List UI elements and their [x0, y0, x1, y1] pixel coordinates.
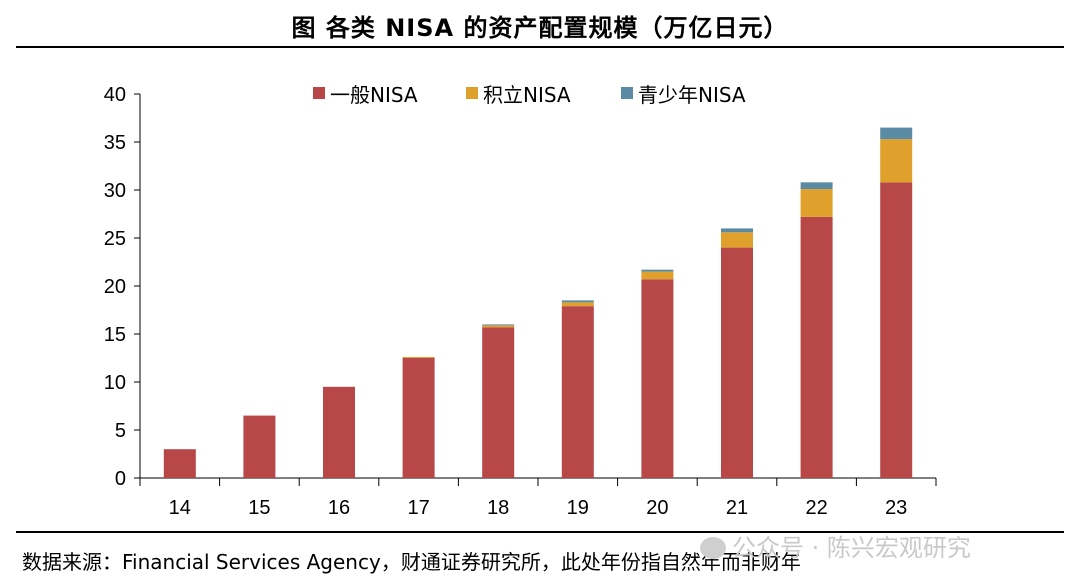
x-tick-label: 16 [328, 497, 350, 519]
bar-segment [800, 216, 833, 478]
y-tick-label: 30 [104, 180, 126, 202]
y-tick-label: 35 [104, 132, 126, 154]
bar-segment [641, 271, 674, 280]
x-tick-label: 23 [885, 497, 907, 519]
legend-swatch [621, 87, 633, 99]
legend-swatch [466, 87, 478, 99]
y-tick-label: 0 [115, 468, 126, 490]
bar-segment [721, 232, 753, 248]
bar-segment [482, 325, 515, 328]
watermark-text: 公众号 · 陈兴宏观研究 [732, 534, 971, 562]
bar-segment [721, 247, 753, 478]
x-tick-label: 14 [169, 497, 191, 519]
bar-segment [561, 302, 594, 307]
footer-rule [16, 531, 1064, 533]
bar-segment [641, 269, 674, 272]
x-tick-label: 21 [726, 497, 748, 519]
chart-title: 图 各类 NISA 的资产配置规模（万亿日元） [291, 14, 789, 42]
bar-segment [243, 415, 276, 478]
bar-segment [482, 324, 515, 326]
legend: 一般NISA 积立NISA 青少年NISA [313, 83, 746, 107]
bar-segment [880, 182, 913, 478]
y-tick-label: 20 [104, 276, 126, 298]
y-tick-label: 15 [104, 324, 126, 346]
watermark: 公众号 · 陈兴宏观研究 [700, 528, 971, 563]
bar-segment [402, 358, 435, 478]
bar-segment [641, 279, 674, 478]
bar-segment [561, 306, 594, 478]
y-tick-label: 10 [104, 372, 126, 394]
bar-segment [800, 182, 833, 190]
x-tick-label: 17 [407, 497, 429, 519]
title-rule [16, 46, 1064, 48]
legend-swatch [313, 87, 325, 99]
x-tick-label: 18 [487, 497, 509, 519]
source-note: 数据来源：Financial Services Agency，财通证券研究所，此… [22, 550, 801, 574]
y-tick-label: 5 [115, 420, 126, 442]
x-tick-label: 22 [805, 497, 827, 519]
y-tick-label: 25 [104, 228, 126, 250]
bar-segment [800, 189, 833, 217]
bar-segment [561, 300, 594, 303]
y-tick-label: 40 [104, 84, 126, 106]
x-tick-label: 20 [646, 497, 668, 519]
legend-label: 积立NISA [483, 83, 571, 107]
stacked-bar-chart: 0 5 10 15 20 25 30 35 40 14 15 16 17 18 19 20 21 22 23 一般N… [104, 83, 937, 519]
bar-segment [880, 139, 913, 183]
x-tick-label: 15 [248, 497, 270, 519]
bar-segment [880, 127, 913, 140]
bar-segment [323, 386, 355, 478]
bar-segment [721, 228, 753, 233]
legend-label: 一般NISA [330, 83, 418, 107]
wechat-icon [700, 537, 726, 559]
bar-segment [482, 327, 515, 478]
x-tick-label: 19 [567, 497, 589, 519]
bar-segment [402, 357, 435, 358]
legend-label: 青少年NISA [638, 83, 746, 107]
bar-segment [163, 449, 196, 478]
bars [163, 127, 913, 478]
